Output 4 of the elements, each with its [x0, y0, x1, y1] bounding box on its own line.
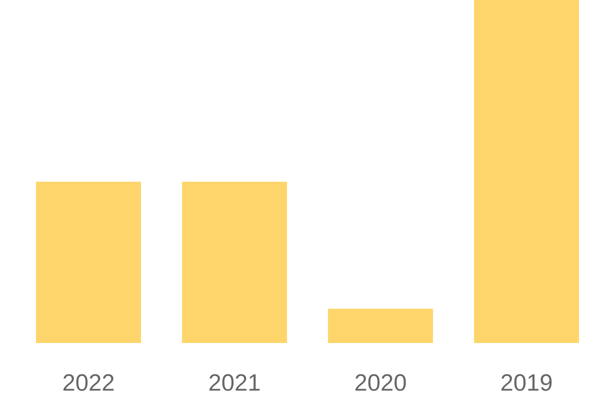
- x-tick-label: 2019: [501, 374, 552, 391]
- x-tick-label: 2022: [63, 374, 114, 391]
- x-tick-label: 2020: [355, 374, 406, 391]
- x-tick-label: 2021: [209, 374, 260, 391]
